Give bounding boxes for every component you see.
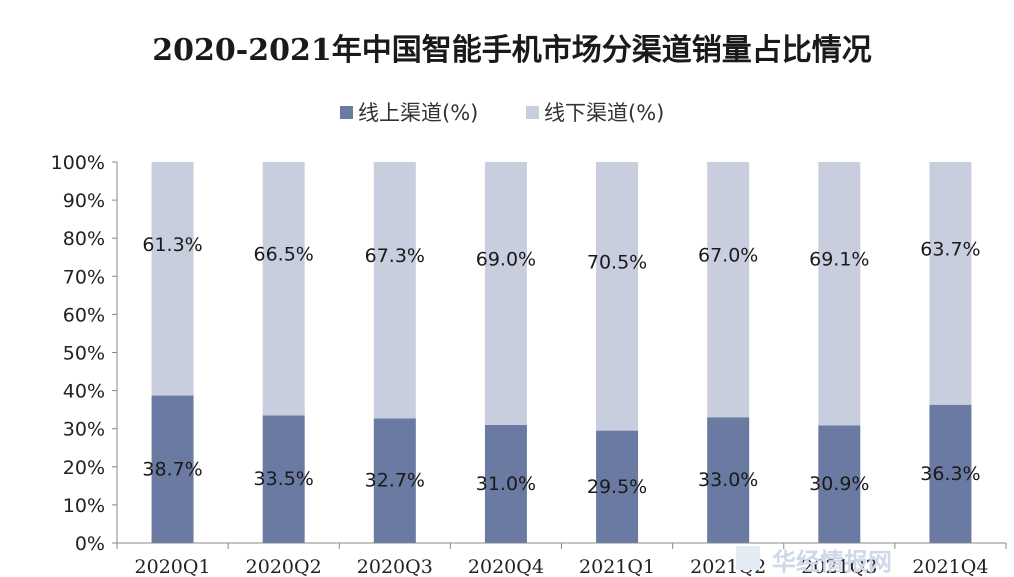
watermark-logo [736, 546, 760, 570]
legend-label-online: 线上渠道(%) [358, 101, 478, 125]
data-label-online: 33.0% [698, 469, 758, 491]
y-tick-label: 60% [63, 304, 105, 326]
bar-online [484, 424, 527, 543]
y-tick-label: 0% [75, 533, 105, 555]
watermark-text: 华经情报网 [772, 548, 892, 576]
bar-offline [929, 162, 972, 405]
data-label-offline: 67.0% [698, 245, 758, 267]
bars [151, 162, 972, 543]
bar-offline [596, 162, 639, 431]
chart-title: 2020-2021年中国智能手机市场分渠道销量占比情况 [152, 33, 871, 68]
y-tick-label: 30% [63, 419, 105, 441]
data-label-offline: 63.7% [920, 238, 980, 260]
bar-offline [484, 162, 527, 425]
data-label-online: 29.5% [587, 476, 647, 498]
data-label-offline: 66.5% [254, 244, 314, 266]
data-label-online: 31.0% [476, 473, 536, 495]
y-tick-label: 40% [63, 381, 105, 403]
x-tick-label: 2021Q4 [912, 556, 988, 577]
bar-offline [707, 162, 750, 418]
legend-swatch-offline [526, 106, 539, 119]
x-tick-label: 2020Q1 [135, 556, 211, 577]
y-tick-label: 10% [63, 495, 105, 517]
legend-label-offline: 线下渠道(%) [544, 101, 664, 125]
x-tick-label: 2021Q1 [579, 556, 655, 577]
x-tick-label: 2021Q3 [801, 556, 877, 577]
data-label-online: 33.5% [254, 468, 314, 490]
y-tick-label: 20% [63, 457, 105, 479]
bar-online [818, 425, 861, 543]
data-label-online: 36.3% [920, 463, 980, 485]
data-label-offline: 67.3% [365, 245, 425, 267]
watermark: 华经情报网 [736, 546, 892, 576]
legend-swatch-online [340, 106, 353, 119]
bar-offline [373, 162, 416, 419]
bar-online [262, 415, 305, 543]
legend: 线上渠道(%) 线下渠道(%) [340, 101, 664, 125]
data-label-online: 38.7% [142, 458, 202, 480]
data-label-offline: 61.3% [142, 234, 202, 256]
y-tick-label: 70% [63, 266, 105, 288]
bar-offline [262, 162, 305, 416]
x-tick-label: 2020Q4 [468, 556, 544, 577]
y-tick-label: 100% [51, 152, 105, 174]
data-label-offline: 69.1% [809, 249, 869, 271]
bar-offline [818, 162, 861, 426]
data-label-online: 30.9% [809, 473, 869, 495]
bar-online [929, 404, 972, 543]
data-label-online: 32.7% [365, 470, 425, 492]
y-tick-label: 50% [63, 343, 105, 365]
bar-online [373, 418, 416, 543]
bar-online [707, 417, 750, 543]
bar-offline [151, 162, 194, 396]
bar-online [596, 430, 639, 543]
data-label-offline: 69.0% [476, 248, 536, 270]
x-tick-label: 2020Q3 [357, 556, 433, 577]
y-axis: 0% 10% 20% 30% 40% 50% 60% 70% 80% 90% 100% [51, 152, 118, 555]
bar-online [151, 395, 194, 543]
y-tick-label: 90% [63, 190, 105, 212]
data-label-offline: 70.5% [587, 251, 647, 273]
x-tick-label: 2020Q2 [246, 556, 322, 577]
x-axis: 2020Q1 2020Q2 2020Q3 2020Q4 2021Q1 2021Q2 2021… [116, 542, 1007, 577]
y-tick-label: 80% [63, 228, 105, 250]
data-labels: 38.7% 61.3% 33.5% 66.5% 32.7% 67.3% 31.0% 69.0%… [142, 234, 980, 498]
